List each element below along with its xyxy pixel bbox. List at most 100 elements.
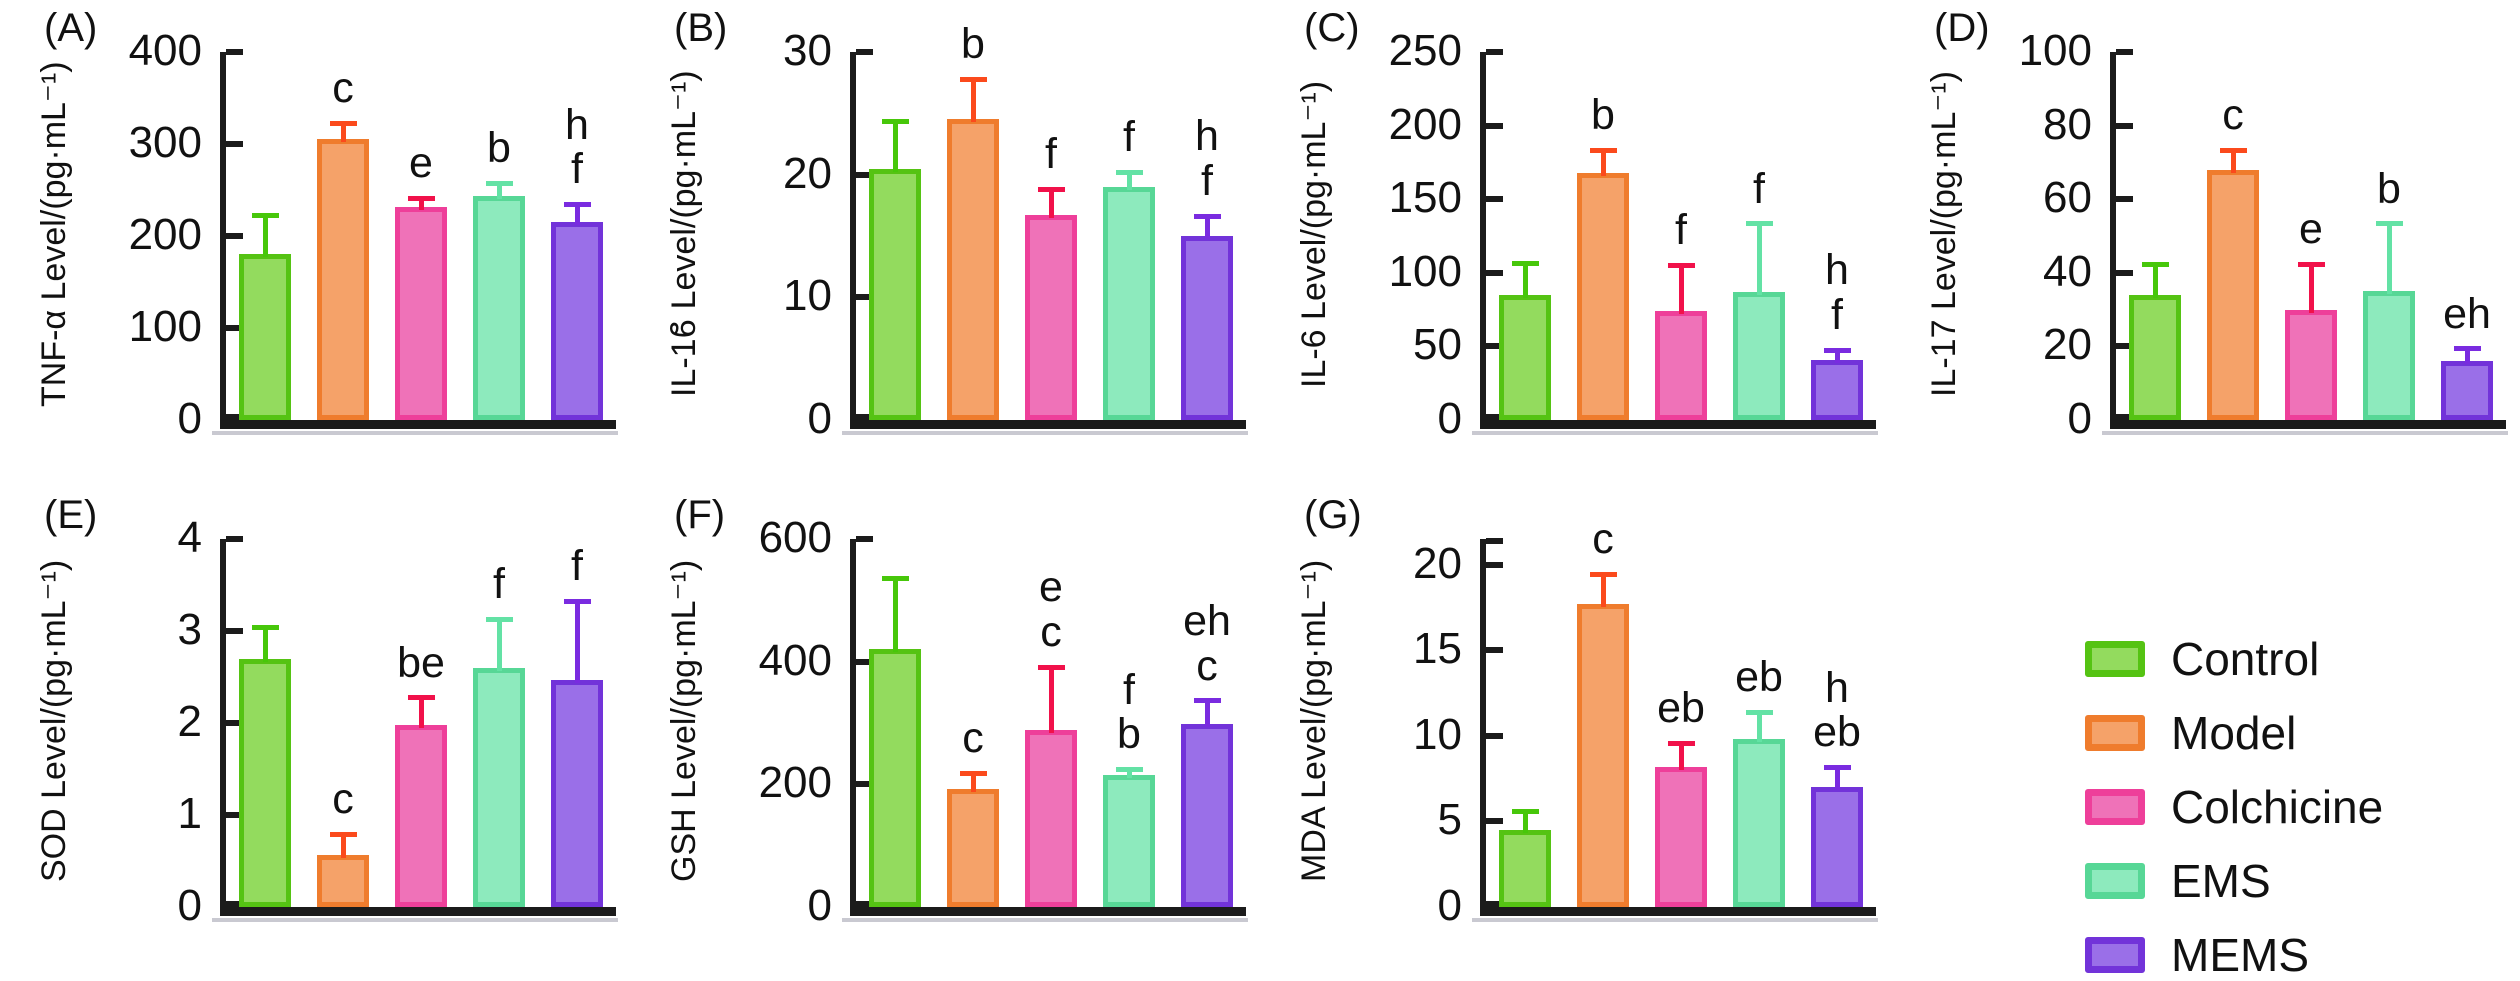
panel-label-c: (C) (1304, 6, 1360, 50)
bar-control (239, 254, 291, 420)
bar-group-colchicine: f (1642, 52, 1720, 420)
y-tick-mark (856, 414, 873, 420)
bar-group-ems: f (1090, 52, 1168, 420)
plot-area-f: 0 200 400 600 c e c f b eh c (759, 516, 1248, 928)
error-bar-cap (329, 121, 357, 127)
error-bar (407, 695, 435, 728)
error-bar (1511, 809, 1539, 833)
y-tick-label: 5 (1437, 795, 1462, 845)
significance-letters: f (571, 542, 583, 591)
y-tick-label: 250 (1388, 26, 1462, 75)
y-tick-label: 20 (2043, 320, 2092, 370)
y-tick-label: 400 (758, 635, 832, 685)
error-bar (251, 624, 279, 662)
error-bar (1745, 710, 1773, 743)
bar-group-model: b (1564, 52, 1642, 420)
bar-control (869, 168, 921, 420)
error-bar (563, 201, 591, 226)
y-tick-mark (226, 536, 243, 542)
significance-letters: b (1591, 90, 1615, 139)
y-axis-label-il-1b: IL-1ϐ Level/(pg·mL⁻¹) (665, 70, 703, 398)
y-tick-label: 400 (128, 26, 202, 75)
y-tick-label: 50 (1413, 320, 1462, 370)
error-bar-cap (959, 770, 987, 776)
y-tick-label: 300 (128, 118, 202, 167)
bar-model (317, 854, 369, 907)
bar-model (947, 789, 999, 907)
error-bar (407, 195, 435, 210)
legend-swatch-ems (2085, 862, 2145, 899)
significance-letters: e (409, 138, 433, 187)
y-tick-label: 40 (2043, 246, 2092, 296)
bar-ems (1103, 186, 1155, 420)
bar-group-mems: f (538, 539, 616, 907)
significance-letters: eb (1735, 653, 1783, 702)
error-bar-cap (1193, 213, 1221, 219)
bar-group-colchicine: f (1012, 52, 1090, 420)
significance-letters: h f (1195, 112, 1219, 206)
bar-group-colchicine: e (2272, 52, 2350, 420)
error-bar (485, 617, 513, 671)
plot-area-g: 0 5 10 15 20 c eb eb h eb (1413, 517, 1878, 928)
bar-ems (2363, 291, 2415, 420)
error-bar (1589, 571, 1617, 608)
error-bar (2453, 346, 2481, 365)
bar-colchicine (2285, 309, 2337, 420)
panel-B: (B) IL-1ϐ Level/(pg·mL⁻¹) 0 10 20 30 b f f h f (630, 0, 1260, 487)
panel-C: (C) IL-6 Level/(pg·mL⁻¹) 0 50 100 150 200 250… (1260, 0, 1890, 487)
legend-item-control: Control (2085, 635, 2383, 682)
error-bar-cap (2219, 147, 2247, 153)
y-tick-mark (226, 812, 243, 818)
error-bar-cap (1745, 710, 1773, 716)
significance-letters: eb (1657, 684, 1705, 733)
significance-letters: f (1753, 164, 1765, 213)
error-bar (329, 831, 357, 858)
significance-letters: c (2222, 90, 2244, 139)
legend-label-model: Model (2171, 706, 2297, 759)
bar-group-colchicine: eb (1642, 539, 1720, 907)
bar-colchicine (1655, 766, 1707, 907)
bar-model (947, 119, 999, 420)
bar-group-model: c (1564, 517, 1642, 907)
bar-model (1577, 172, 1629, 420)
error-bar-cap (1511, 809, 1539, 815)
panel-label-f: (F) (674, 493, 726, 537)
bar-group-control (1486, 539, 1564, 907)
legend-item-colchicine: Colchicine (2085, 783, 2383, 830)
legend-swatch-model (2085, 714, 2145, 751)
y-tick-label: 3 (177, 605, 202, 654)
y-tick-label: 0 (177, 394, 202, 443)
error-bar (1511, 261, 1539, 298)
y-tick-label: 60 (2043, 173, 2092, 223)
error-bar-cap (485, 180, 513, 186)
y-tick-mark (1486, 122, 1503, 129)
bar-mems (1181, 724, 1233, 907)
error-bar-cap (1589, 571, 1617, 577)
error-bar-cap (1115, 169, 1143, 175)
error-bar-cap (407, 195, 435, 201)
error-bar-cap (959, 76, 987, 82)
error-bar (2375, 221, 2403, 295)
error-bar (959, 770, 987, 793)
error-bar (329, 121, 357, 143)
error-bar (1823, 347, 1851, 363)
bar-control (1499, 829, 1551, 907)
y-tick-label: 200 (128, 210, 202, 259)
bar-ems (473, 196, 525, 420)
error-bar-cap (563, 598, 591, 604)
bar-colchicine (1655, 311, 1707, 420)
panel-label-b: (B) (674, 6, 728, 50)
legend-label-ems: EMS (2171, 854, 2271, 907)
bar-group-colchicine: be (382, 539, 460, 907)
significance-letters: h eb (1813, 663, 1861, 757)
plot-area-a: 0 100 200 300 400 c e b h f (129, 29, 618, 441)
bar-group-control (856, 52, 934, 420)
bar-group-mems: eh c (1168, 539, 1246, 907)
y-tick-label: 80 (2043, 99, 2092, 149)
bar-group-control (226, 539, 304, 907)
bar-ems (473, 667, 525, 907)
significance-letters: h f (1825, 246, 1849, 340)
error-bar (1823, 764, 1851, 791)
y-tick-label: 0 (807, 881, 832, 930)
panel-label-e: (E) (44, 493, 98, 537)
